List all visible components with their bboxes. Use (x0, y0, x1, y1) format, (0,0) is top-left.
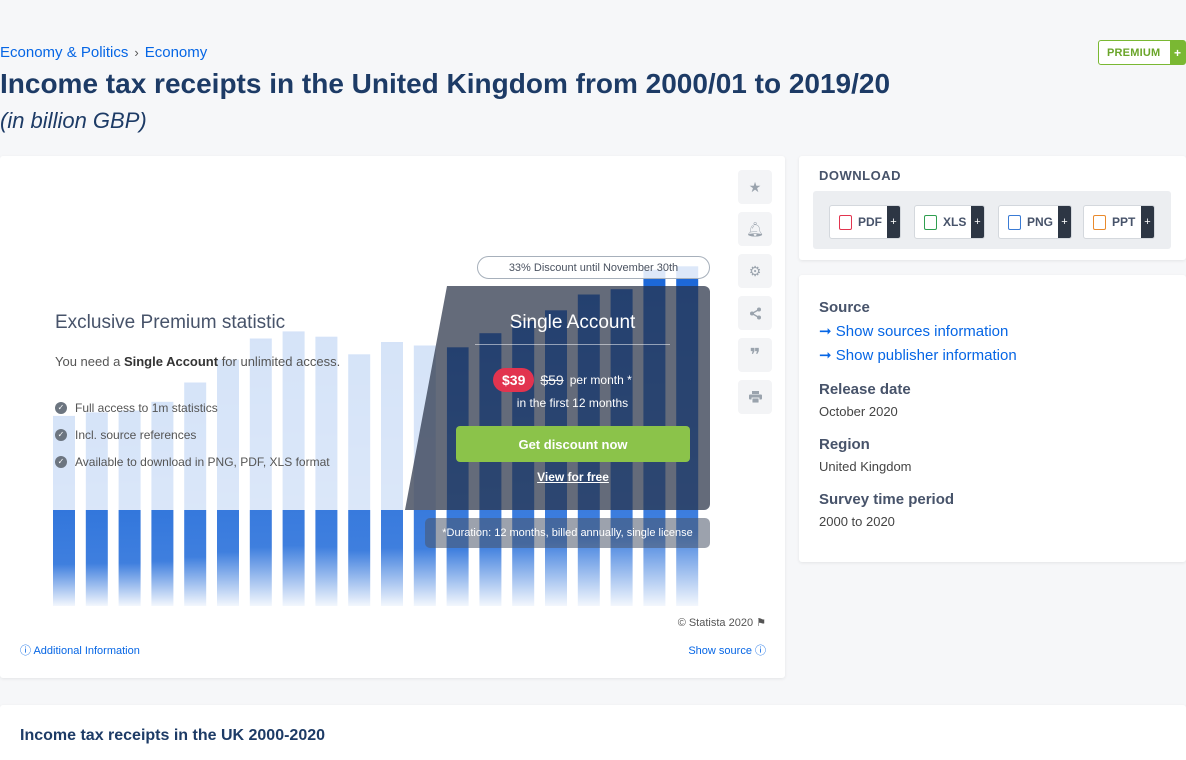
premium-badge[interactable]: PREMIUM + (1098, 40, 1186, 65)
info-icon: ⓘ (755, 645, 766, 657)
check-icon: ✓ (55, 401, 67, 414)
cite-button[interactable]: ❞ (738, 338, 772, 372)
price-row: $39 $59 per month * (493, 368, 632, 392)
description-card: Income tax receipts in the UK 2000-2020 (0, 705, 1186, 760)
list-item: ✓ Available to download in PNG, PDF, XLS … (55, 448, 330, 475)
download-xls-label: XLS (943, 215, 967, 229)
check-icon: ✓ (55, 428, 67, 441)
plus-icon: + (1141, 206, 1154, 238)
page-subtitle: (in billion GBP) (0, 108, 147, 133)
settings-button[interactable]: ⚙ (738, 254, 772, 288)
survey-period-heading: Survey time period (819, 491, 955, 508)
paywall-overlay: Exclusive Premium statistic You need a S… (35, 286, 710, 510)
xls-file-icon (924, 214, 937, 230)
plus-icon: + (887, 206, 900, 238)
single-account-title: Single Account (475, 312, 670, 345)
additional-information-link[interactable]: ⓘ Additional Information (20, 645, 140, 657)
gear-icon: ⚙ (748, 262, 762, 279)
paywall-right-panel (405, 286, 710, 510)
breadcrumb-separator: › (134, 45, 139, 60)
release-date-value: October 2020 (819, 404, 898, 419)
paywall-need-text: You need a Single Account for unlimited … (55, 354, 341, 369)
download-ppt-button[interactable]: PPT + (1083, 205, 1155, 239)
chart-tools: ★ 🔔︎ ⚙ ❞ (738, 170, 772, 414)
breadcrumb: Economy & Politics › Economy (0, 44, 207, 61)
download-pdf-button[interactable]: PDF + (829, 205, 901, 239)
get-discount-button[interactable]: Get discount now (456, 426, 690, 462)
breadcrumb-economy[interactable]: Economy (144, 44, 208, 61)
breadcrumb-economy-politics[interactable]: Economy & Politics (0, 44, 129, 61)
duration-note: *Duration: 12 months, billed annually, s… (425, 518, 710, 548)
region-value: United Kingdom (819, 459, 912, 474)
copyright-line: © Statista 2020 ⚑ (677, 617, 766, 629)
ppt-file-icon (1093, 214, 1106, 230)
price-suffix: per month * (569, 373, 632, 387)
bell-icon: 🔔︎ (746, 220, 764, 237)
price-note: in the first 12 months (516, 396, 629, 410)
download-heading: DOWNLOAD (819, 168, 901, 183)
show-sources-link[interactable]: ➞ Show sources information (819, 323, 1009, 340)
download-ppt-label: PPT (1112, 215, 1136, 229)
arrow-right-icon: ➞ (819, 323, 832, 340)
download-tray: PDF + XLS + PNG + PPT + (813, 191, 1171, 249)
top-bar (0, 0, 1186, 36)
premium-plus-icon: + (1170, 41, 1185, 64)
download-xls-button[interactable]: XLS + (914, 205, 985, 239)
download-png-label: PNG (1027, 215, 1054, 229)
page-title: Income tax receipts in the United Kingdo… (0, 68, 891, 99)
pdf-file-icon (839, 214, 852, 230)
alert-button[interactable]: 🔔︎ (738, 212, 772, 246)
paywall-left-panel (35, 286, 447, 510)
print-icon (748, 391, 762, 403)
paywall-feature-list: ✓ Full access to 1m statistics ✓ Incl. sou… (55, 394, 330, 475)
quote-icon: ❞ (749, 344, 761, 365)
share-button[interactable] (738, 296, 772, 330)
download-card: DOWNLOAD PDF + XLS + PNG + PPT + (799, 156, 1186, 260)
premium-label: PREMIUM (1107, 46, 1161, 59)
view-for-free-link[interactable]: View for free (537, 470, 609, 484)
list-item: ✓ Incl. source references (55, 421, 330, 448)
plus-icon: + (1058, 206, 1071, 238)
statistic-meta-card: Source ➞ Show sources information ➞ Show… (799, 275, 1186, 562)
price-new: $39 (493, 368, 535, 392)
print-button[interactable] (738, 380, 772, 414)
chart-card: ★ 🔔︎ ⚙ ❞ Exclusive Premium statistic You… (0, 156, 785, 678)
download-png-button[interactable]: PNG + (998, 205, 1072, 239)
discount-pill: 33% Discount until November 30th (477, 256, 710, 279)
description-title: Income tax receipts in the UK 2000-2020 (20, 727, 326, 744)
arrow-right-icon: ➞ (819, 347, 832, 364)
download-pdf-label: PDF (858, 215, 882, 229)
list-item: ✓ Full access to 1m statistics (55, 394, 330, 421)
favorite-button[interactable]: ★ (738, 170, 772, 204)
plus-icon: + (971, 206, 984, 238)
survey-period-value: 2000 to 2020 (819, 514, 895, 529)
star-icon: ★ (748, 178, 762, 195)
show-source-link[interactable]: Show source ⓘ (688, 645, 766, 657)
info-icon: ⓘ (20, 645, 31, 657)
share-icon (749, 307, 761, 319)
png-file-icon (1008, 214, 1021, 230)
show-publisher-link[interactable]: ➞ Show publisher information (819, 347, 1017, 364)
check-icon: ✓ (55, 455, 67, 468)
paywall-title: Exclusive Premium statistic (55, 312, 286, 333)
source-heading: Source (819, 299, 870, 316)
price-old: $59 (540, 372, 564, 388)
region-heading: Region (819, 436, 870, 453)
flag-icon[interactable]: ⚑ (756, 617, 766, 629)
release-date-heading: Release date (819, 381, 911, 398)
